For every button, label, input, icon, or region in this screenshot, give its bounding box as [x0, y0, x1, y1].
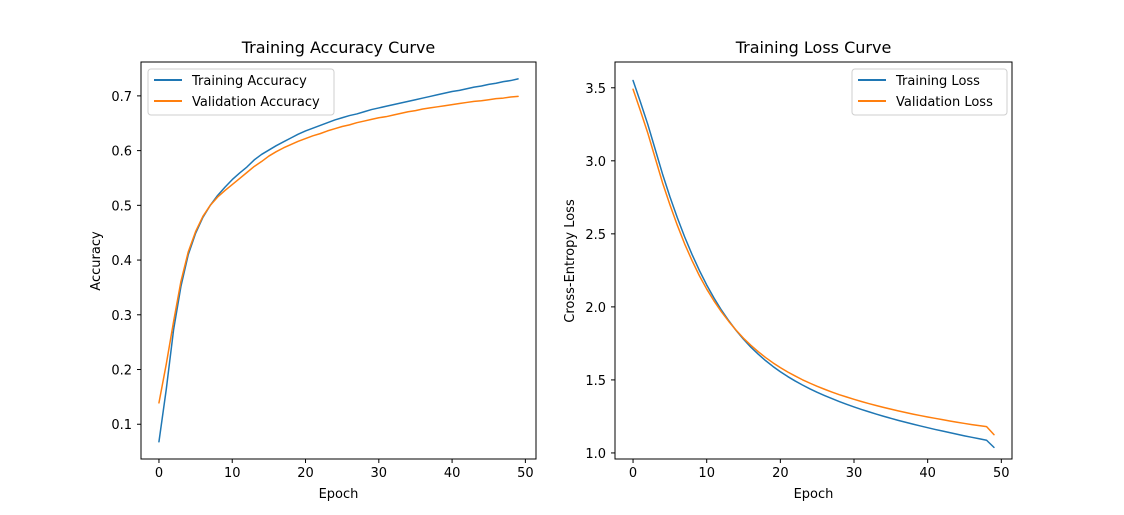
y-tick-label: 0.1 [111, 418, 132, 433]
y-tick-label: 0.2 [111, 364, 132, 379]
series-line-validation-loss [632, 88, 995, 436]
y-tick-label: 0.7 [111, 90, 132, 105]
x-tick-label: 40 [444, 466, 461, 481]
chart-title: Training Loss Curve [735, 38, 892, 57]
chart-accuracy: Training Accuracy Curve 0 10 20 30 40 50 0.1 0.… [89, 38, 537, 502]
x-tick-label: 10 [224, 466, 241, 481]
legend: Training Accuracy Validation Accuracy [147, 68, 335, 116]
y-tick-label: 2.5 [585, 228, 606, 243]
chart-loss: Training Loss Curve 0 10 20 30 40 50 1.0 1.5 2.0… [563, 38, 1013, 502]
y-tick-label: 0.5 [111, 199, 132, 214]
y-tick-label: 0.6 [111, 145, 132, 160]
y-tick-label: 2.0 [585, 301, 606, 316]
x-tick-label: 50 [993, 466, 1010, 481]
y-tick-label: 1.5 [585, 374, 606, 389]
plot-area: 0 10 20 30 40 50 0.1 0.2 0.3 0.4 0.5 0.6 0.7 Training… [111, 61, 537, 481]
x-tick-label: 50 [517, 466, 534, 481]
legend: Training Loss Validation Loss [851, 68, 1008, 116]
legend-box [851, 68, 1008, 116]
x-tick-label: 20 [772, 466, 789, 481]
x-axis-label: Epoch [319, 487, 359, 502]
plot-frame [614, 61, 1013, 460]
series-line-validation-accuracy [158, 95, 519, 404]
series-line-training-accuracy [158, 78, 519, 443]
x-tick-label: 20 [297, 466, 314, 481]
y-tick-label: 3.0 [585, 155, 606, 170]
y-tick-label: 0.4 [111, 254, 132, 269]
plot-area: 0 10 20 30 40 50 1.0 1.5 2.0 2.5 3.0 3.5 Training Lo… [585, 61, 1013, 481]
x-axis-label: Epoch [794, 487, 834, 502]
x-tick-label: 30 [371, 466, 388, 481]
y-tick-label: 0.3 [111, 309, 132, 324]
x-tick-label: 0 [629, 466, 637, 481]
y-tick-label: 3.5 [585, 82, 606, 97]
plot-frame [140, 61, 537, 460]
legend-item-label: Training Accuracy [191, 74, 307, 89]
y-axis-label: Accuracy [89, 231, 104, 291]
chart-title: Training Accuracy Curve [241, 38, 436, 57]
legend-box [147, 68, 335, 116]
series-line-training-loss [632, 79, 995, 449]
legend-item-label: Validation Accuracy [192, 95, 320, 110]
x-tick-label: 0 [155, 466, 163, 481]
legend-item-label: Training Loss [895, 74, 980, 89]
y-axis-label: Cross-Entropy Loss [563, 199, 578, 323]
y-tick-label: 1.0 [585, 447, 606, 462]
x-tick-label: 30 [846, 466, 863, 481]
x-tick-label: 10 [698, 466, 715, 481]
x-tick-label: 40 [919, 466, 936, 481]
legend-item-label: Validation Loss [896, 95, 993, 110]
